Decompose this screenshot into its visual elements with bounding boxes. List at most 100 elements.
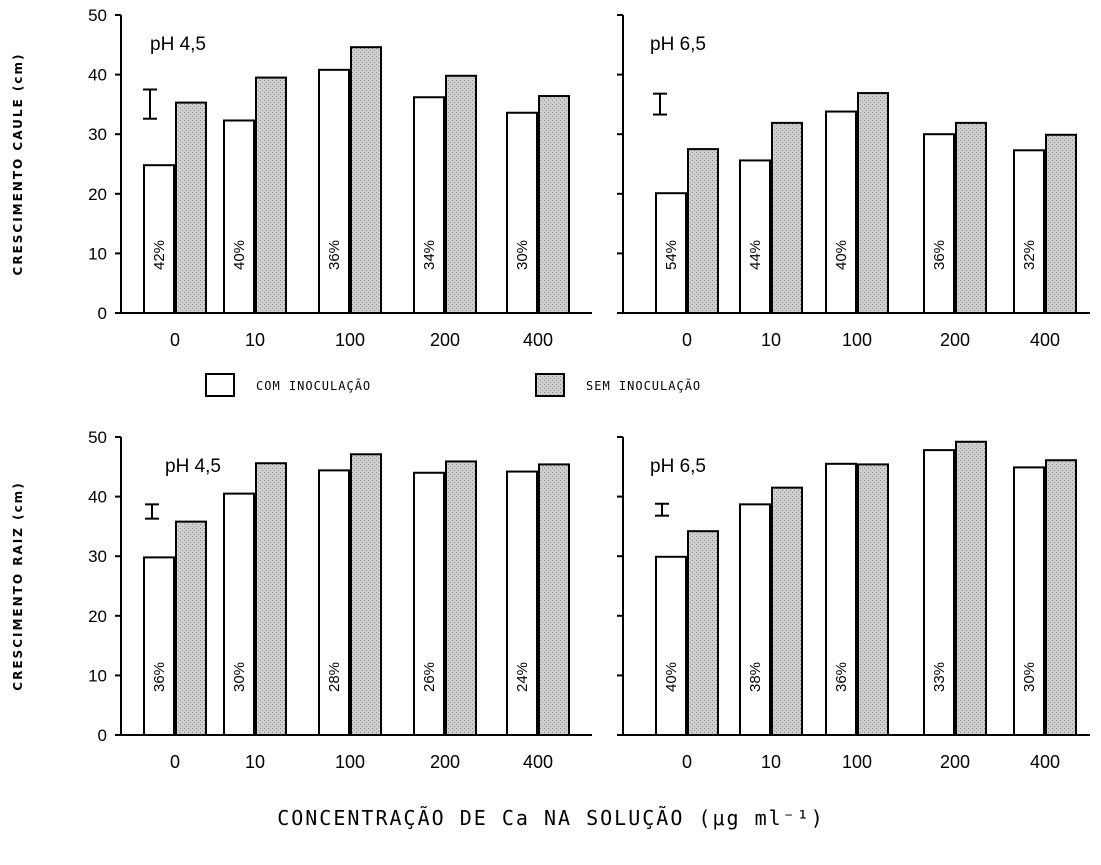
panel-title: pH 6,5 — [650, 456, 706, 477]
x-tick-label: 400 — [523, 752, 553, 772]
x-tick-label: 0 — [682, 752, 692, 772]
bar-com-inoculacao — [923, 133, 955, 314]
bar-annotation: 40% — [833, 240, 850, 270]
y-tick-label: 0 — [98, 304, 107, 323]
bar-annotation: 30% — [1021, 662, 1038, 692]
bar-com-inoculacao — [413, 96, 445, 314]
bar-annotation: 54% — [663, 240, 680, 270]
error-bar — [143, 88, 157, 120]
bar-com-inoculacao — [825, 462, 857, 736]
y-axis-label: CRESCIMENTO CAULE (cm) — [11, 53, 25, 276]
x-tick-label: 100 — [842, 752, 872, 772]
bar-com-inoculacao — [739, 159, 771, 314]
bar-sem-inoculacao — [445, 74, 477, 314]
bar-sem-inoculacao — [857, 463, 889, 736]
bar-com-inoculacao — [1013, 466, 1045, 736]
bar-sem-inoculacao — [955, 121, 987, 314]
error-bar — [145, 503, 159, 520]
y-tick-label: 40 — [88, 488, 107, 507]
legend-label-com: COM INOCULAÇÃO — [256, 378, 371, 393]
bar-com-inoculacao — [923, 449, 955, 736]
bar-com-inoculacao — [318, 469, 350, 736]
bar-com-inoculacao — [143, 556, 175, 737]
y-tick-label: 30 — [88, 125, 107, 144]
bar-com-inoculacao — [143, 164, 175, 314]
bar-annotation: 24% — [514, 662, 531, 692]
y-tick-label: 30 — [88, 547, 107, 566]
legend: COM INOCULAÇÃO SEM INOCULAÇÃO — [205, 373, 701, 397]
y-tick-label: 10 — [88, 244, 107, 263]
bar-annotation: 40% — [231, 240, 248, 270]
bar-sem-inoculacao — [1045, 459, 1077, 736]
y-axis-label: CRESCIMENTO RAIZ (cm) — [11, 481, 25, 690]
bar-sem-inoculacao — [687, 530, 719, 737]
x-tick-label: 100 — [842, 330, 872, 350]
bar-annotation: 36% — [931, 240, 948, 270]
bar-annotation: 38% — [747, 662, 764, 692]
y-tick-label: 40 — [88, 66, 107, 85]
x-tick-label: 10 — [245, 330, 265, 350]
x-tick-label: 400 — [1030, 752, 1060, 772]
bar-annotation: 26% — [421, 662, 438, 692]
bar-com-inoculacao — [655, 555, 687, 737]
bar-sem-inoculacao — [771, 486, 803, 736]
x-tick-label: 400 — [1030, 330, 1060, 350]
bar-annotation: 36% — [151, 662, 168, 692]
x-tick-label: 0 — [682, 330, 692, 350]
legend-label-sem: SEM INOCULAÇÃO — [586, 378, 701, 393]
bar-com-inoculacao — [825, 110, 857, 314]
panel-title: pH 4,5 — [165, 456, 221, 477]
bar-annotation: 34% — [421, 240, 438, 270]
bar-annotation: 28% — [326, 662, 343, 692]
panels: 0 10 20 30 40 50 CRESCIMENTO CAULE (cm) pH 4,5 4… — [11, 6, 1090, 772]
legend-swatch-com — [205, 373, 235, 397]
y-tick-label: 0 — [98, 726, 107, 745]
x-tick-label: 400 — [523, 330, 553, 350]
bar-sem-inoculacao — [350, 46, 382, 315]
error-bar — [655, 502, 669, 517]
x-tick-label: 200 — [940, 330, 970, 350]
x-tick-label: 200 — [940, 752, 970, 772]
x-axis-title: CONCENTRAÇÃO DE Ca NA SOLUÇÃO (μg ml⁻¹) — [277, 806, 825, 830]
x-tick-label: 100 — [335, 752, 365, 772]
bar-com-inoculacao — [739, 503, 771, 736]
bar-annotation: 30% — [514, 240, 531, 270]
bar-sem-inoculacao — [771, 121, 803, 314]
x-tick-label: 100 — [335, 330, 365, 350]
bar-annotation: 42% — [151, 240, 168, 270]
panel-title: pH 6,5 — [650, 34, 706, 55]
x-tick-label: 10 — [761, 330, 781, 350]
bar-sem-inoculacao — [687, 148, 719, 314]
bar-com-inoculacao — [655, 192, 687, 314]
bar-sem-inoculacao — [538, 95, 570, 314]
panel-caule-ph45: 0 10 20 30 40 50 CRESCIMENTO CAULE (cm) pH 4,5 4… — [11, 6, 592, 350]
x-tick-label: 10 — [245, 752, 265, 772]
bar-com-inoculacao — [318, 68, 350, 314]
x-tick-label: 0 — [170, 330, 180, 350]
bar-sem-inoculacao — [255, 462, 287, 736]
panel-raiz-ph65: pH 6,5 40% 0 38% 10 36% 100 33% 200 30% 400 — [617, 436, 1090, 772]
bar-com-inoculacao — [413, 471, 445, 736]
bar-com-inoculacao — [506, 470, 538, 736]
bar-sem-inoculacao — [955, 440, 987, 736]
y-tick-label: 20 — [88, 185, 107, 204]
bar-sem-inoculacao — [175, 520, 207, 737]
bar-com-inoculacao — [223, 119, 255, 314]
bar-annotation: 40% — [663, 662, 680, 692]
x-tick-label: 0 — [170, 752, 180, 772]
bar-annotation: 32% — [1021, 240, 1038, 270]
bar-annotation: 44% — [747, 240, 764, 270]
panel-title: pH 4,5 — [150, 34, 206, 55]
error-bar — [653, 92, 667, 116]
y-tick-label: 50 — [88, 428, 107, 447]
legend-swatch-sem — [535, 373, 565, 397]
bar-sem-inoculacao — [350, 453, 382, 736]
panel-raiz-ph45: 0 10 20 30 40 50 CRESCIMENTO RAIZ (cm) pH 4,5 36… — [11, 428, 592, 772]
bar-annotation: 36% — [833, 662, 850, 692]
bar-sem-inoculacao — [175, 101, 207, 314]
bar-annotation: 33% — [931, 662, 948, 692]
panel-caule-ph65: pH 6,5 54% 0 44% 10 40% 100 36% 200 32% 400 — [617, 14, 1090, 350]
x-tick-label: 200 — [430, 752, 460, 772]
bar-com-inoculacao — [223, 492, 255, 736]
